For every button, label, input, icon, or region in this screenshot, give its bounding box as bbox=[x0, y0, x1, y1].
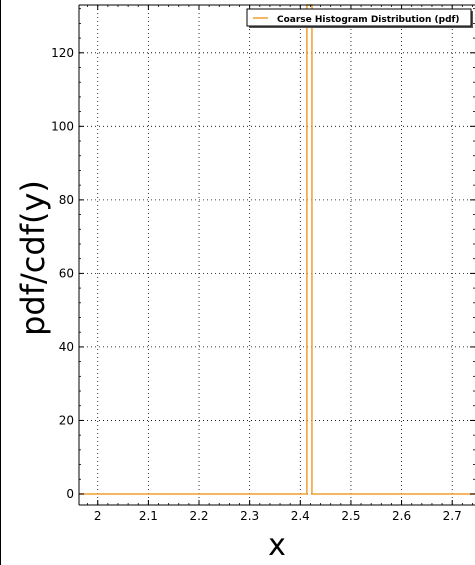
x-tick-label: 2.4 bbox=[291, 509, 310, 523]
x-tick-label: 2.6 bbox=[392, 509, 411, 523]
x-tick-label: 2.3 bbox=[240, 509, 259, 523]
y-tick-label: 40 bbox=[59, 340, 74, 354]
plot-area bbox=[79, 5, 475, 505]
x-tick-label: 2.2 bbox=[189, 509, 208, 523]
legend: Coarse Histogram Distribution (pdf) bbox=[246, 8, 473, 28]
y-axis-label: pdf/cdf(y) bbox=[14, 180, 52, 336]
tick-labels: 2 2.1 2.2 2.3 2.4 2.5 2.6 2.7 0 20 40 60 80 100 120 bbox=[51, 46, 462, 523]
legend-box bbox=[246, 8, 472, 27]
y-tick-label: 20 bbox=[59, 413, 74, 427]
y-tick-label: 0 bbox=[66, 487, 74, 501]
x-tick-label: 2 bbox=[94, 509, 102, 523]
grid bbox=[79, 5, 475, 505]
x-tick-label: 2.7 bbox=[443, 509, 462, 523]
x-tick-label: 2.5 bbox=[341, 509, 360, 523]
y-tick-label: 80 bbox=[59, 193, 74, 207]
y-tick-label: 120 bbox=[51, 46, 74, 60]
legend-label: Coarse Histogram Distribution (pdf) bbox=[277, 15, 460, 25]
y-tick-label: 100 bbox=[51, 119, 74, 133]
y-tick-label: 60 bbox=[59, 266, 74, 280]
x-tick-label: 2.1 bbox=[139, 509, 158, 523]
x-axis-label: x bbox=[268, 528, 286, 563]
